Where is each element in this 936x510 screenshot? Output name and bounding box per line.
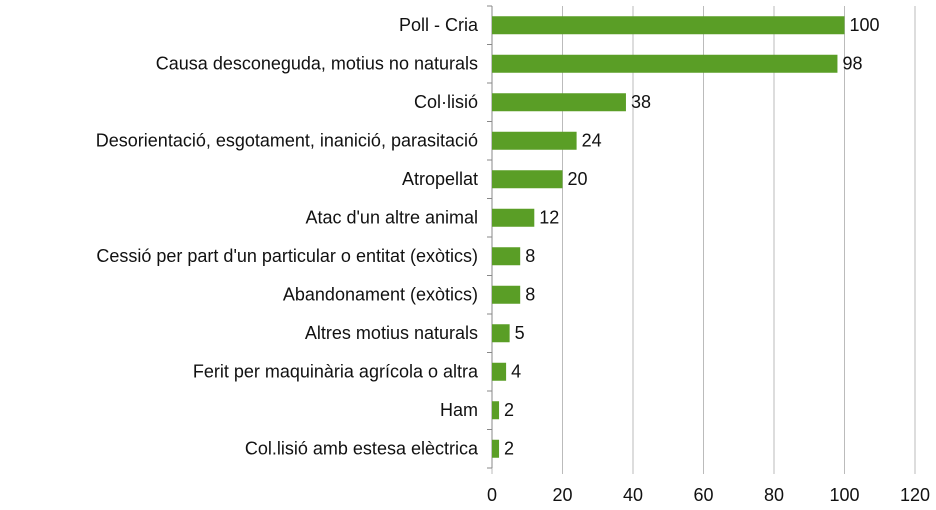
x-tick-label: 80 — [764, 485, 784, 505]
data-label: 24 — [582, 131, 602, 151]
data-label: 100 — [850, 15, 880, 35]
y-tick-label: Atac d'un altre animal — [305, 208, 478, 228]
x-tick-label: 120 — [900, 485, 930, 505]
y-tick-label: Desorientació, esgotament, inanició, par… — [96, 131, 478, 151]
y-tick-label: Altres motius naturals — [305, 323, 478, 343]
data-label: 5 — [515, 323, 525, 343]
bar — [492, 208, 535, 227]
y-tick-label: Atropellat — [402, 169, 478, 189]
bar — [492, 131, 577, 150]
bar — [492, 285, 521, 304]
bar — [492, 362, 507, 381]
y-tick-label: Ham — [440, 400, 478, 420]
data-label: 38 — [631, 92, 651, 112]
data-label: 98 — [842, 54, 862, 74]
data-label: 8 — [525, 285, 535, 305]
data-label: 20 — [568, 169, 588, 189]
bar — [492, 93, 626, 112]
bar — [492, 439, 500, 458]
data-label: 2 — [504, 439, 514, 459]
bar — [492, 401, 500, 420]
bar — [492, 324, 510, 343]
y-tick-label: Causa desconeguda, motius no naturals — [156, 54, 478, 74]
y-tick-label: Abandonament (exòtics) — [283, 285, 478, 305]
bar — [492, 54, 838, 73]
y-tick-label: Cessió per part d'un particular o entita… — [96, 246, 478, 266]
bar — [492, 16, 845, 35]
x-tick-label: 60 — [693, 485, 713, 505]
x-tick-label: 0 — [487, 485, 497, 505]
data-label: 12 — [539, 208, 559, 228]
x-tick-label: 100 — [829, 485, 859, 505]
data-label: 8 — [525, 246, 535, 266]
bar — [492, 170, 563, 189]
y-tick-label: Poll - Cria — [399, 15, 479, 35]
data-label: 2 — [504, 400, 514, 420]
bar — [492, 247, 521, 266]
y-tick-label: Ferit per maquinària agrícola o altra — [193, 362, 479, 382]
y-tick-label: Col·lisió — [414, 92, 478, 112]
data-label: 4 — [511, 362, 521, 382]
x-tick-label: 40 — [623, 485, 643, 505]
x-tick-label: 20 — [552, 485, 572, 505]
y-tick-label: Col.lisió amb estesa elèctrica — [245, 439, 479, 459]
